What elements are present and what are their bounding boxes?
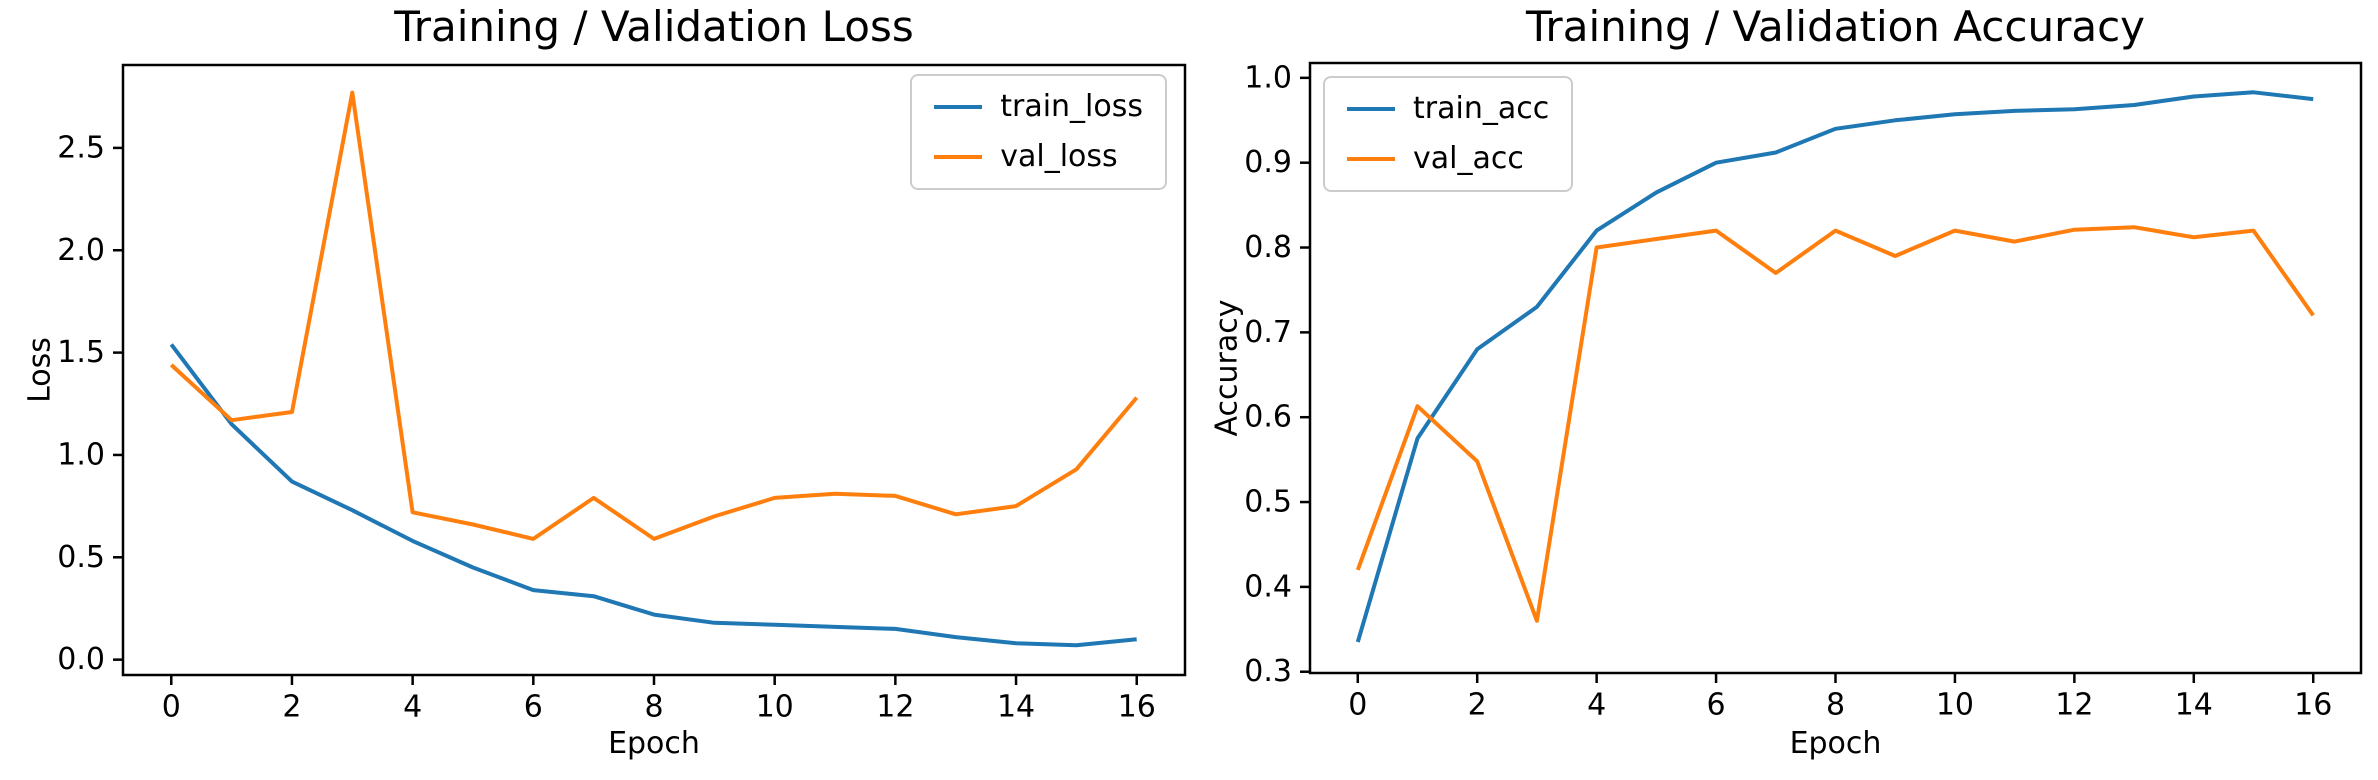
train_loss-line: [169, 343, 1137, 648]
loss-chart-panel: 0 2 4 6 8 10 12 14 16 0.0 0.5 1.0 1.5 2.0 2.5 Training…: [22, 2, 1187, 761]
y-tick-label: 0.5: [57, 540, 105, 575]
x-tick-label: 0: [1348, 688, 1367, 723]
x-tick-label: 0: [162, 690, 181, 725]
loss-legend: train_loss val_loss: [910, 74, 1167, 190]
x-tick-label: 10: [1936, 688, 1974, 723]
plot-spines: [121, 63, 1187, 677]
loss-x-axis-label: Epoch: [608, 726, 700, 761]
y-tick-label: 0.5: [1244, 485, 1292, 520]
x-tick-label: 12: [876, 690, 914, 725]
y-tick-label: 0.0: [57, 642, 105, 677]
train-loss-legend-label: train_loss: [1000, 89, 1143, 124]
legend-item-train-loss: train_loss: [934, 92, 1143, 122]
x-tick-label: 2: [282, 690, 301, 725]
x-tick-label: 16: [2294, 688, 2332, 723]
val_acc-line: [1355, 225, 2315, 623]
y-tick-label: 1.0: [57, 437, 105, 472]
x-tick-label: 14: [2175, 688, 2213, 723]
y-axis-ticks: 0.3 0.4 0.5 0.6 0.7 0.8 0.9 1.0: [1244, 60, 1310, 689]
accuracy-x-axis-label: Epoch: [1789, 726, 1882, 761]
train-acc-line-swatch: [1347, 107, 1395, 111]
accuracy-legend: train_acc val_acc: [1323, 76, 1574, 192]
x-tick-label: 4: [1587, 688, 1606, 723]
y-tick-label: 2.0: [57, 233, 105, 268]
loss-plot-canvas: 0 2 4 6 8 10 12 14 16 0.0 0.5 1.0 1.5 2.0 2.5: [57, 63, 1187, 725]
accuracy-chart-panel: 0 2 4 6 8 10 12 14 16 0.3 0.4 0.5 0.6 0.7 0.8 0.9 1.0 Tr…: [1189, 0, 2378, 780]
x-tick-label: 12: [2055, 688, 2093, 723]
train-loss-line-swatch: [934, 105, 983, 109]
y-tick-label: 0.4: [1244, 569, 1292, 604]
y-tick-label: 1.5: [57, 335, 105, 370]
x-tick-label: 8: [644, 690, 663, 725]
val-acc-legend-label: val_acc: [1413, 141, 1524, 176]
y-tick-label: 0.9: [1244, 145, 1292, 180]
val-loss-legend-label: val_loss: [1000, 139, 1118, 174]
x-tick-label: 4: [403, 690, 422, 725]
accuracy-chart-title: Training / Validation Accuracy: [1525, 2, 2146, 51]
accuracy-plot-canvas: 0 2 4 6 8 10 12 14 16 0.3 0.4 0.5 0.6 0.7 0.8 0.9 1.0: [1244, 60, 2363, 723]
train_acc-line: [1355, 90, 2314, 643]
plot-spines: [1308, 61, 2363, 675]
y-tick-label: 0.7: [1244, 315, 1292, 350]
val-loss-line-swatch: [934, 155, 983, 159]
accuracy-y-axis-label: Accuracy: [1209, 299, 1245, 437]
val_loss-line: [169, 90, 1139, 541]
y-axis-ticks: 0.0 0.5 1.0 1.5 2.0 2.5: [57, 130, 123, 677]
x-axis-ticks: 0 2 4 6 8 10 12 14 16: [162, 675, 1156, 725]
x-tick-label: 6: [1707, 688, 1726, 723]
loss-y-axis-label: Loss: [22, 337, 58, 403]
legend-item-val-loss: val_loss: [934, 142, 1143, 172]
y-tick-label: 2.5: [57, 130, 105, 165]
y-tick-label: 0.8: [1244, 230, 1292, 265]
legend-item-train-acc: train_acc: [1347, 94, 1549, 124]
legend-item-val-acc: val_acc: [1347, 144, 1549, 174]
train-acc-legend-label: train_acc: [1413, 91, 1550, 126]
y-tick-label: 1.0: [1244, 60, 1292, 95]
x-axis-ticks: 0 2 4 6 8 10 12 14 16: [1348, 673, 2332, 723]
x-tick-label: 16: [1118, 690, 1156, 725]
x-tick-label: 14: [997, 690, 1035, 725]
y-tick-label: 0.3: [1244, 654, 1292, 689]
x-tick-label: 8: [1826, 688, 1845, 723]
x-tick-label: 2: [1468, 688, 1487, 723]
loss-chart-title: Training / Validation Loss: [394, 2, 914, 51]
x-tick-label: 6: [524, 690, 543, 725]
x-tick-label: 10: [756, 690, 794, 725]
y-tick-label: 0.6: [1244, 400, 1292, 435]
val-acc-line-swatch: [1347, 157, 1395, 161]
